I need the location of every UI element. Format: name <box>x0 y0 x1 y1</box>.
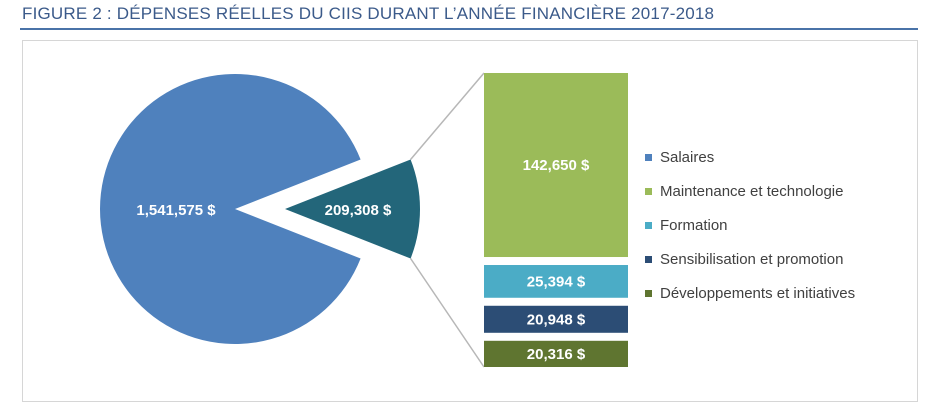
pie-label-other: 209,308 $ <box>325 202 392 219</box>
chart-frame <box>22 40 918 402</box>
pie-slice-salaires <box>100 74 361 344</box>
connector-line-top <box>410 72 485 160</box>
pie-label-salaires: 1,541,575 $ <box>136 202 216 219</box>
legend-item-developpements-et-initiatives: Développements et initiatives <box>645 276 855 310</box>
figure-title: FIGURE 2 : DÉPENSES RÉELLES DU CIIS DURA… <box>22 4 715 23</box>
bar-segment-sensibilisation-et-promotion <box>484 305 628 333</box>
bar-segment-maintenance-et-technologie <box>484 73 628 258</box>
legend-item-salaires: Salaires <box>645 140 855 174</box>
legend-swatch <box>645 153 652 161</box>
legend-swatch <box>645 187 652 195</box>
legend-label: Formation <box>660 216 728 234</box>
title-rule <box>20 28 918 30</box>
legend-item-sensibilisation-et-promotion: Sensibilisation et promotion <box>645 242 855 276</box>
bar-segment-formation <box>484 265 628 298</box>
legend-label: Maintenance et technologie <box>660 182 844 200</box>
bar-label-formation: 25,394 $ <box>527 273 586 290</box>
chart-legend: Salaires Maintenance et technologie Format… <box>645 140 855 310</box>
bar-segment-developpements-et-initiatives <box>484 340 628 367</box>
legend-label: Salaires <box>660 148 715 166</box>
pie-slice-other <box>285 159 421 259</box>
legend-item-maintenance-et-technologie: Maintenance et technologie <box>645 174 855 208</box>
legend-label: Développements et initiatives <box>660 284 856 302</box>
legend-swatch <box>645 221 652 229</box>
connector-line-bottom <box>409 258 485 368</box>
legend-item-formation: Formation <box>645 208 855 242</box>
legend-swatch <box>645 289 652 297</box>
bar-label-maintenance-et-technologie: 142,650 $ <box>523 157 590 174</box>
bar-label-sensibilisation-et-promotion: 20,948 $ <box>527 311 586 328</box>
bar-label-developpements-et-initiatives: 20,316 $ <box>527 346 586 363</box>
legend-label: Sensibilisation et promotion <box>660 250 844 268</box>
legend-swatch <box>645 255 652 263</box>
